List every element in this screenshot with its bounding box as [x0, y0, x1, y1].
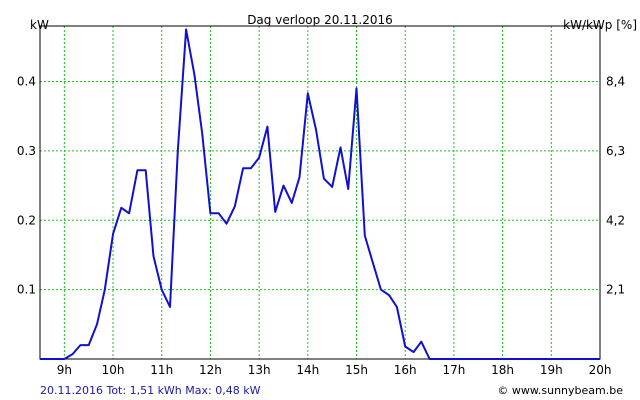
- footer-summary: 20.11.2016 Tot: 1,51 kWh Max: 0,48 kW: [40, 384, 261, 397]
- x-tick-label: 11h: [150, 363, 173, 377]
- chart-title: Dag verloop 20.11.2016: [247, 13, 393, 27]
- footer-credit: © www.sunnybeam.be: [497, 384, 623, 397]
- y-tick-label-right: 4,2: [606, 213, 625, 227]
- x-tick-label: 12h: [199, 363, 222, 377]
- y-tick-label-right: 8,4: [606, 75, 625, 89]
- x-tick-label: 9h: [57, 363, 72, 377]
- y-tick-label-left: 0.4: [17, 75, 36, 89]
- y-tick-label-right: 2,1: [606, 283, 625, 297]
- y-axis-label-right: kW/kWp [%]: [563, 18, 637, 32]
- y-tick-label-left: 0.3: [17, 144, 36, 158]
- y-tick-label-right: 6,3: [606, 144, 625, 158]
- gridlines: [40, 26, 600, 359]
- x-tick-label: 17h: [442, 363, 465, 377]
- y-axis-label-left: kW: [30, 18, 49, 32]
- x-tick-label: 16h: [394, 363, 417, 377]
- y-tick-label-left: 0.1: [17, 283, 36, 297]
- x-tick-label: 13h: [248, 363, 271, 377]
- x-tick-label: 18h: [491, 363, 514, 377]
- series-line: [40, 28, 600, 360]
- tick-labels: 9h 10h 11h 12h 13h 14h 15h 16h 17h 18h 19h 20h 0.1 0.…: [17, 75, 625, 378]
- x-tick-label: 20h: [589, 363, 612, 377]
- x-tick-label: 19h: [540, 363, 563, 377]
- y-tick-label-left: 0.2: [17, 213, 36, 227]
- x-tick-label: 14h: [296, 363, 319, 377]
- x-tick-label: 15h: [345, 363, 368, 377]
- plot-frame: [39, 25, 601, 360]
- x-tick-label: 10h: [102, 363, 125, 377]
